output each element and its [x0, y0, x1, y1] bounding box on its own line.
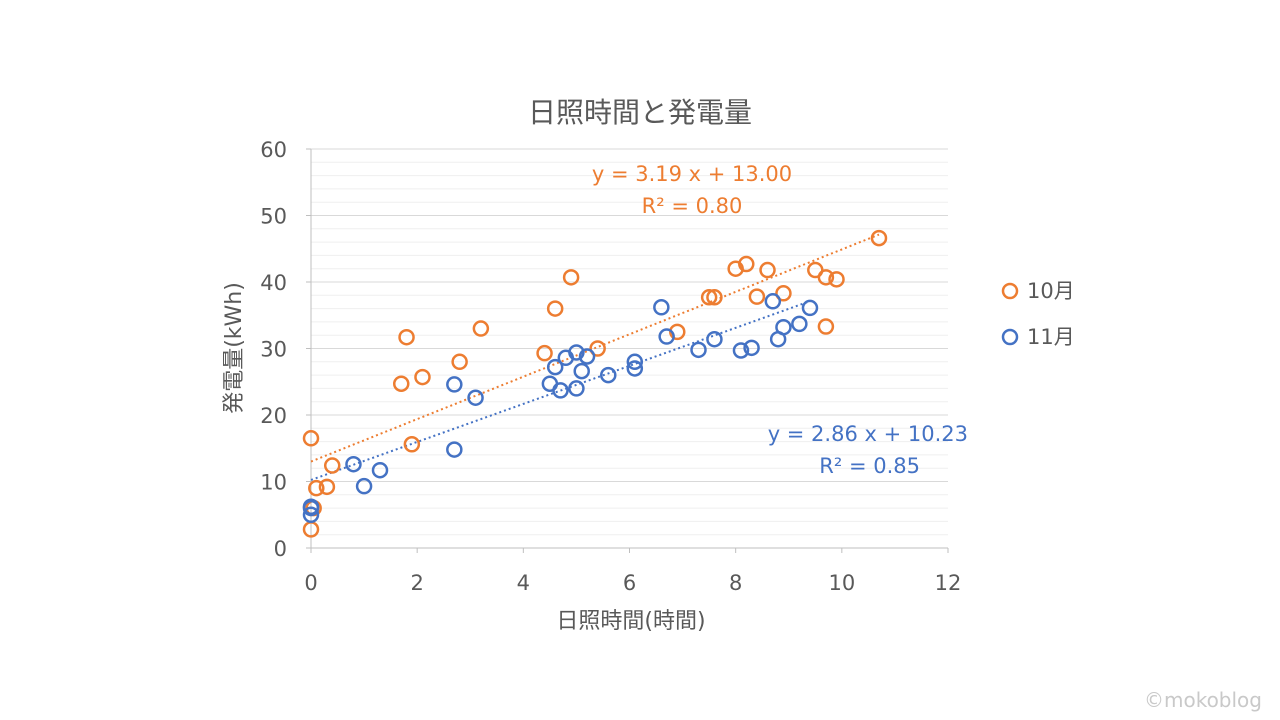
data-point-oct [398, 328, 415, 346]
data-point-nov [578, 348, 596, 365]
data-point-nov [658, 328, 675, 345]
data-point-nov [552, 382, 569, 399]
data-point-oct [308, 479, 325, 497]
data-point-nov [568, 380, 585, 397]
data-point-nov [345, 455, 362, 473]
data-point-oct [817, 269, 835, 286]
y-tick-label: 40 [260, 271, 287, 295]
trendline-oct [310, 233, 880, 463]
data-point-nov [600, 366, 617, 384]
x-tick-label: 12 [935, 571, 962, 595]
watermark: ©mokoblog [1143, 688, 1262, 712]
chart-title: 日照時間と発電量 [528, 96, 752, 129]
data-point-oct [562, 269, 580, 286]
trend-equation-oct: y = 3.19 x + 13.00 [592, 162, 792, 186]
data-point-oct [451, 353, 468, 371]
data-point-nov [764, 293, 782, 310]
trend-r2-nov: R² = 0.85 [819, 454, 920, 478]
data-point-nov [568, 344, 585, 361]
data-point-nov [690, 341, 707, 359]
trend-r2-oct: R² = 0.80 [642, 194, 743, 218]
data-point-nov [446, 376, 463, 393]
data-point-nov [801, 299, 819, 317]
y-tick-label: 30 [260, 338, 287, 362]
x-tick-label: 8 [729, 571, 742, 595]
data-point-oct [589, 340, 606, 357]
data-point-nov [743, 339, 760, 357]
x-tick-label: 0 [304, 571, 317, 595]
data-point-oct [403, 436, 421, 453]
data-point-oct [472, 320, 490, 337]
data-point-oct [706, 289, 723, 306]
y-tick-label: 10 [260, 471, 287, 495]
y-tick-label: 50 [260, 205, 287, 229]
data-point-nov [653, 299, 670, 316]
data-point-nov [626, 360, 644, 377]
data-point-nov [302, 499, 320, 517]
data-point-nov [626, 353, 644, 371]
data-point-oct [302, 430, 320, 447]
data-point-nov [302, 506, 320, 523]
data-point-nov [732, 342, 750, 359]
x-tick-label: 6 [623, 571, 636, 595]
y-tick-label: 20 [260, 404, 287, 428]
data-point-oct [748, 288, 766, 305]
data-point-nov [355, 477, 373, 495]
data-point-oct [775, 285, 792, 302]
legend: 10月 11月 [1001, 279, 1075, 349]
data-point-oct [828, 271, 845, 288]
y-tick-label: 0 [274, 537, 287, 561]
trendline-nov [310, 300, 811, 481]
x-tick-label: 2 [410, 571, 423, 595]
data-point-nov [371, 461, 389, 479]
legend-label-nov: 11月 [1027, 325, 1075, 349]
data-point-nov [573, 362, 590, 380]
data-point-oct [414, 368, 431, 386]
y-tick-label: 60 [260, 138, 287, 162]
data-point-nov [775, 318, 792, 336]
data-point-oct [738, 255, 755, 273]
x-tick-label: 4 [517, 571, 530, 595]
legend-marker-oct [1001, 282, 1019, 300]
data-point-oct [870, 229, 888, 247]
data-point-nov [706, 330, 723, 348]
legend-label-oct: 10月 [1027, 279, 1075, 303]
x-axis-label: 日照時間(時間) [556, 609, 705, 634]
gridlines [311, 148, 948, 536]
data-point-oct [536, 344, 553, 362]
trendlines [310, 233, 880, 481]
trend-equation-nov: y = 2.86 x + 10.23 [768, 422, 968, 446]
x-axis-ticks: 0 2 4 6 8 10 12 [304, 548, 961, 595]
data-point-nov [467, 389, 484, 406]
data-points [302, 229, 888, 538]
data-point-oct [817, 318, 835, 335]
data-point-nov [791, 315, 808, 333]
y-axis-ticks: 0 10 20 30 40 50 60 [260, 138, 311, 561]
data-point-oct [392, 375, 410, 392]
data-point-oct [323, 457, 341, 474]
data-point-oct [546, 300, 564, 317]
data-point-oct [318, 478, 336, 496]
y-axis-label: 発電量(kWh) [222, 282, 247, 414]
data-point-oct [759, 261, 776, 279]
data-point-nov [446, 441, 463, 458]
x-tick-label: 10 [828, 571, 855, 595]
data-point-oct [700, 289, 718, 306]
data-point-nov [546, 358, 564, 376]
legend-marker-nov [1001, 328, 1019, 346]
